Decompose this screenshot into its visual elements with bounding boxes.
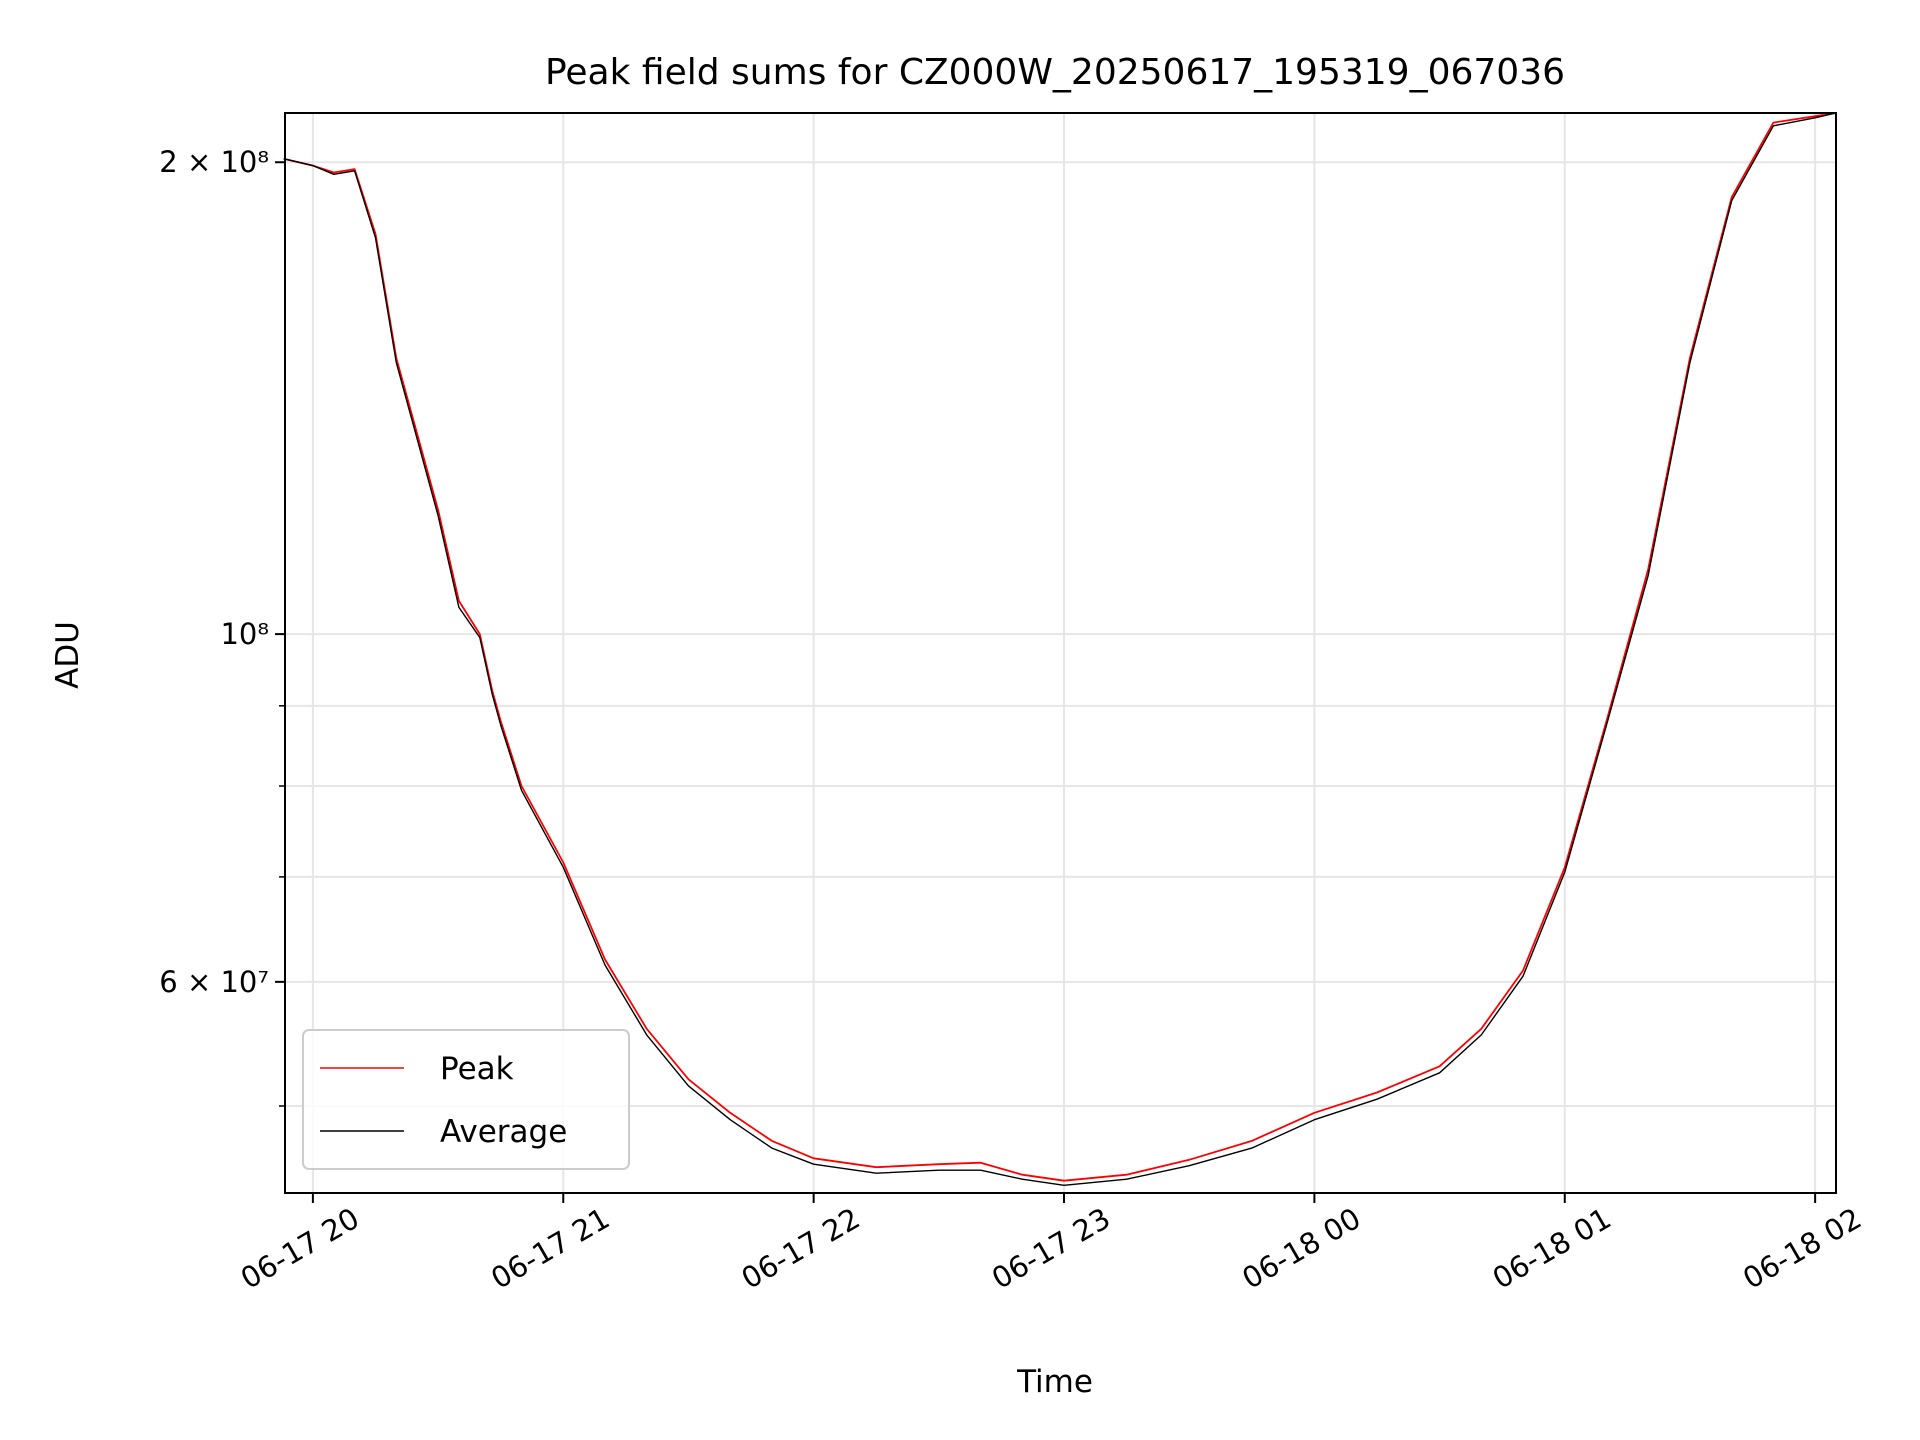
legend-label-peak: Peak xyxy=(440,1051,514,1087)
series-lines xyxy=(283,112,1837,1187)
grid xyxy=(285,113,1836,1193)
series-line-average xyxy=(283,112,1837,1187)
y-tick-label: 2 × 10⁸ xyxy=(159,145,269,179)
legend: Peak Average xyxy=(302,1029,630,1170)
y-axis-label: ADU xyxy=(50,621,86,689)
y-tick-label: 6 × 10⁷ xyxy=(159,965,269,999)
plot-frame xyxy=(284,112,1837,1194)
y-tick-label: 10⁸ xyxy=(220,617,269,651)
legend-box xyxy=(302,1029,630,1170)
series-line-peak xyxy=(283,112,1837,1182)
x-axis-label: Time xyxy=(1016,1364,1093,1400)
chart-title: Peak field sums for CZ000W_20250617_1953… xyxy=(545,52,1565,93)
legend-label-average: Average xyxy=(440,1114,567,1150)
